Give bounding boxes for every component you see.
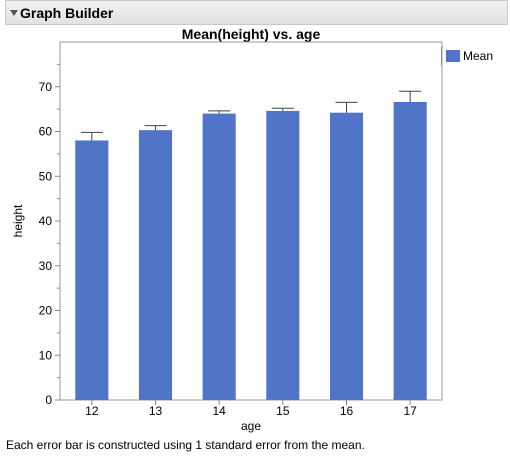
y-tick-label: 50 (39, 169, 53, 183)
x-tick-label-13: 13 (149, 404, 163, 418)
x-tick-label-15: 15 (276, 404, 290, 418)
y-tick-label: 70 (39, 80, 53, 94)
collapse-chevron-icon[interactable] (10, 9, 18, 16)
bar-14 (202, 113, 236, 400)
y-tick-label: 10 (39, 348, 53, 362)
bar-16 (329, 112, 364, 400)
legend-label-mean: Mean (463, 49, 494, 63)
bar-13 (138, 130, 173, 400)
x-tick-label-12: 12 (85, 404, 99, 418)
error-bar-footnote: Each error bar is constructed using 1 st… (6, 438, 365, 452)
plot-frame (59, 41, 443, 401)
bar-17 (393, 101, 427, 400)
x-tick-label-17: 17 (403, 404, 417, 418)
y-axis-label: height (11, 204, 25, 237)
graph-builder-titlebar[interactable]: Graph Builder (5, 0, 508, 25)
legend: Mean (441, 46, 510, 66)
graph-builder-title: Graph Builder (20, 4, 114, 21)
bar-12 (75, 140, 109, 400)
y-tick-label: 0 (45, 393, 52, 407)
legend-swatch-mean (446, 50, 460, 62)
y-tick-label: 20 (39, 304, 53, 318)
chart-title: Mean(height) vs. age (181, 26, 321, 42)
x-axis-label: age (241, 419, 261, 433)
y-tick-label: 40 (39, 214, 53, 228)
x-tick-label-14: 14 (212, 404, 226, 418)
x-tick-label-16: 16 (340, 404, 354, 418)
bar-15 (266, 110, 300, 400)
y-tick-label: 30 (39, 259, 53, 273)
y-tick-label: 60 (39, 125, 53, 139)
